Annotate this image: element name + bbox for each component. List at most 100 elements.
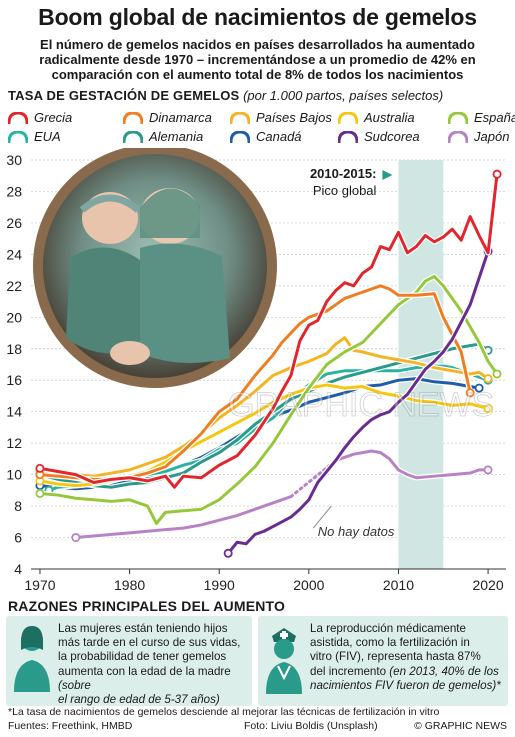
reason-text-age: Las mujeres están teniendo hijos más tar… — [58, 622, 250, 707]
legend-swatch — [8, 130, 28, 143]
reason-card-ivf: La reproducción médicamente asistida, co… — [258, 616, 508, 706]
legend-label: Dinamarca — [149, 110, 212, 125]
subtitle: El número de gemelos nacidos en países d… — [0, 37, 515, 82]
legend-item-australia: Australia — [338, 110, 415, 125]
legend-label: EUA — [34, 129, 61, 144]
baby-left-head — [82, 192, 138, 244]
chart-heading-label: TASA DE GESTACIÓN DE GEMELOS — [8, 88, 240, 103]
reason-italic: nacimientos FIV fueron de gemelos)* — [310, 678, 501, 692]
legend-label: Alemania — [149, 129, 204, 144]
woman-icon — [14, 626, 50, 692]
peak-label-bold: 2010-2015: — [310, 166, 377, 181]
legend-swatch-mark — [338, 111, 358, 124]
baby-left-body — [66, 247, 148, 354]
baby-right-body — [140, 243, 230, 363]
legend-swatch — [123, 130, 143, 143]
legend-label: España — [474, 110, 515, 125]
chart-area: 4 6 8 10 12 14 16 18 20 22 24 26 28 30 1970 1980 1990 200… — [0, 144, 515, 595]
legend-swatch-mark — [8, 130, 28, 143]
nurse-icon — [266, 628, 302, 694]
reason-line: del incremento (en 2013, 40% de los — [310, 665, 506, 679]
legend-swatch-mark — [448, 111, 468, 124]
series-espana — [35, 273, 502, 527]
series-endpoint — [223, 548, 233, 558]
series-endpoint — [71, 533, 81, 543]
legend-label: Japón — [474, 129, 510, 144]
y-tick-label: 8 — [14, 498, 22, 514]
x-tick-label: 2020 — [472, 577, 503, 593]
x-tick-label: 1980 — [114, 577, 145, 593]
series-endpoint — [35, 463, 45, 473]
chart-heading-qualifier: (por 1.000 partos, países selectos) — [243, 88, 444, 103]
line-chart: 4 6 8 10 12 14 16 18 20 22 24 26 28 30 1970 1980 1990 200… — [6, 144, 506, 593]
reason-line: nacimientos FIV fueron de gemelos)* — [310, 679, 506, 693]
series-endpoint — [474, 383, 484, 393]
no-data-label: No hay datos — [318, 524, 395, 539]
subtitle-line: comparación con el aumento total de 8% d… — [51, 67, 464, 82]
reason-line: La reproducción médicamente — [310, 622, 466, 635]
reason-line: el rango de edad de 5-37 años) — [58, 693, 250, 707]
legend-item-grecia: Grecia — [8, 110, 72, 125]
reason-line: aumenta con la edad de la madre (sobre — [58, 665, 250, 693]
x-tick-label: 2010 — [383, 577, 414, 593]
no-data-leader — [312, 505, 332, 529]
legend-label: Australia — [364, 110, 415, 125]
x-tick-label: 2000 — [293, 577, 324, 593]
y-tick-label: 26 — [6, 215, 22, 231]
legend-label: Canadá — [256, 129, 302, 144]
y-tick-label: 24 — [6, 246, 22, 262]
y-tick-label: 12 — [6, 435, 22, 451]
legend-swatch — [448, 130, 468, 143]
y-tick-label: 22 — [6, 278, 22, 294]
watermark-text: GRAPHIC NEWS — [228, 386, 494, 424]
sources: Fuentes: Freethink, HMBD — [8, 720, 133, 732]
page-title: Boom global de nacimientos de gemelos — [38, 4, 477, 30]
series-endpoint — [483, 374, 493, 384]
x-tick-label: 1990 — [204, 577, 235, 593]
reason-line: Las mujeres están teniendo hijos — [58, 622, 228, 635]
x-tick-label: 1970 — [24, 577, 55, 593]
y-tick-label: 16 — [6, 372, 22, 388]
chart-heading: TASA DE GESTACIÓN DE GEMELOS (por 1.000 … — [8, 88, 443, 103]
y-tick-label: 30 — [6, 152, 22, 168]
reason-line-start: aumenta con la edad de la madre — [58, 664, 231, 678]
series-line — [38, 172, 499, 489]
series-endpoint — [483, 404, 493, 414]
twins-photo — [33, 144, 277, 388]
legend-swatch-mark — [123, 111, 143, 124]
legend-swatch — [8, 111, 28, 124]
series-endpoint — [35, 488, 45, 498]
legend-swatch-mark — [230, 111, 250, 124]
y-tick-label: 10 — [6, 467, 22, 483]
legend-swatch-mark — [338, 130, 358, 143]
y-tick-label: 14 — [6, 404, 22, 420]
legend-swatch-mark — [448, 130, 468, 143]
brand-credit: © GRAPHIC NEWS — [414, 720, 507, 732]
y-tick-label: 18 — [6, 341, 22, 357]
series-grecia — [35, 169, 502, 490]
reasons-title: RAZONES PRINCIPALES DEL AUMENTO — [8, 598, 286, 614]
reason-line: asistida, como la fertilización in — [310, 636, 470, 650]
subtitle-line: El número de gemelos nacidos en países d… — [40, 37, 475, 52]
peak-label: Pico global — [313, 183, 377, 198]
series-line — [38, 274, 499, 525]
legend-swatch — [338, 111, 358, 124]
legend-item-paises-bajos: Países Bajos — [230, 110, 332, 125]
reason-italic: (en 2013, 40% de los — [389, 664, 499, 678]
legend-item-alemania: Alemania — [123, 129, 203, 144]
legend-item-dinamarca: Dinamarca — [123, 110, 212, 125]
headband — [79, 194, 141, 213]
series-endpoint — [492, 369, 502, 379]
y-tick-label: 4 — [14, 561, 22, 577]
series-endpoint — [465, 388, 475, 398]
series-endpoint — [483, 465, 493, 475]
legend-item-espana: España — [448, 110, 515, 125]
legend-item-sudcorea: Sudcorea — [338, 129, 420, 144]
baby-feet — [110, 341, 150, 365]
reason-text-ivf: La reproducción médicamente asistida, co… — [310, 622, 506, 693]
legend-label: Grecia — [34, 110, 73, 125]
legend-item-eua: EUA — [8, 129, 61, 144]
reason-line: vitro (FIV), representa hasta 87% — [310, 650, 481, 664]
legend-swatch-mark — [8, 111, 28, 124]
